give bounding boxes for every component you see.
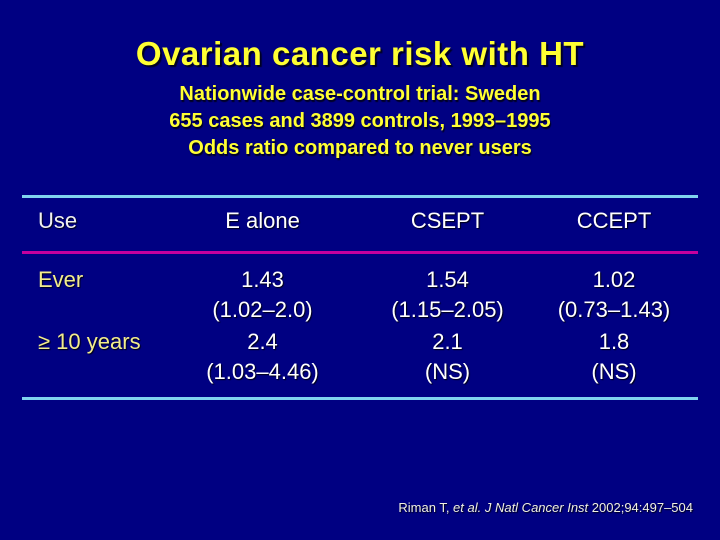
row-label-ever: Ever — [38, 267, 84, 292]
confidence-interval: (1.15–2.05) — [391, 297, 504, 322]
column-header-use: Use — [38, 208, 78, 233]
slide-title: Ovarian cancer risk with HT — [135, 35, 585, 72]
confidence-interval: (1.03–4.46) — [206, 359, 319, 384]
odds-ratio-cell: 2.1 (NS) — [365, 327, 530, 387]
odds-ratio-value: 1.43 — [241, 267, 284, 292]
confidence-interval: (1.02–2.0) — [212, 297, 313, 322]
odds-ratio-value: 2.4 — [247, 329, 278, 354]
subtitle-line-3: Odds ratio compared to never users — [188, 137, 532, 159]
odds-ratio-cell: 1.02 (0.73–1.43) — [530, 265, 698, 325]
table-bottom-rule — [22, 397, 698, 400]
subtitle-line-1: Nationwide case-control trial: Sweden — [179, 83, 541, 105]
citation: Riman T, et al. J Natl Cancer Inst 2002;… — [398, 500, 693, 516]
column-header-e-alone: E alone — [225, 208, 300, 233]
column-header-csept: CSEPT — [410, 208, 485, 233]
citation-reference: 2002;94:497–504 — [588, 500, 693, 515]
odds-ratio-value: 2.1 — [432, 329, 463, 354]
slide-subtitle: Nationwide case-control trial: Sweden 65… — [0, 81, 720, 162]
confidence-interval: (NS) — [424, 359, 471, 384]
column-header-ccept: CCEPT — [576, 208, 652, 233]
odds-ratio-value: 1.8 — [598, 329, 630, 354]
odds-ratio-cell: 1.43 (1.02–2.0) — [160, 265, 365, 325]
table-top-rule — [22, 195, 698, 198]
table-header-row: Use E alone CSEPT CCEPT — [22, 206, 698, 236]
confidence-interval: (0.73–1.43) — [557, 297, 671, 322]
odds-ratio-cell: 1.54 (1.15–2.05) — [365, 265, 530, 325]
row-label-10-years: ≥ 10 years — [38, 329, 141, 354]
confidence-interval: (NS) — [591, 359, 637, 384]
subtitle-line-2: 655 cases and 3899 controls, 1993–1995 — [169, 110, 551, 132]
odds-ratio-cell: 1.8 (NS) — [530, 327, 698, 387]
citation-journal: et al. J Natl Cancer Inst — [453, 500, 589, 515]
odds-ratio-value: 1.02 — [592, 267, 636, 292]
odds-ratio-value: 1.54 — [426, 267, 469, 292]
odds-ratio-cell: 2.4 (1.03–4.46) — [160, 327, 365, 387]
table-row: Ever 1.43 (1.02–2.0) 1.54 (1.15–2.05) 1.… — [22, 265, 698, 325]
table-row: ≥ 10 years 2.4 (1.03–4.46) 2.1 (NS) 1.8 … — [22, 327, 698, 387]
table-header-rule — [22, 251, 698, 254]
citation-authors: Riman T, — [398, 500, 454, 515]
